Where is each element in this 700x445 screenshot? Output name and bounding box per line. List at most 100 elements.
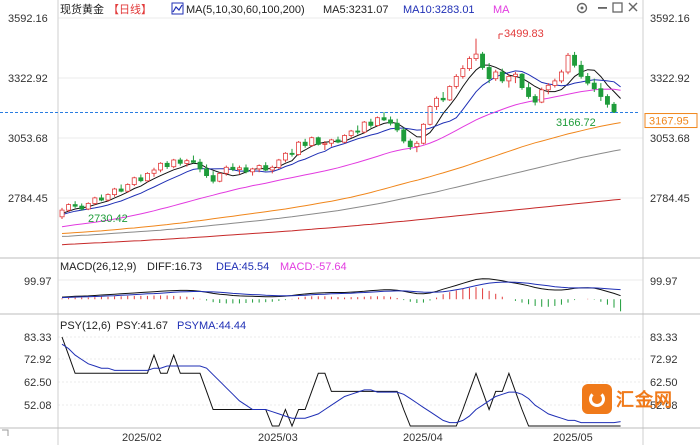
moving-average-lines xyxy=(61,64,621,246)
candle-body xyxy=(434,97,439,107)
candle-body xyxy=(250,168,255,173)
candle-body xyxy=(256,165,262,170)
candle-body xyxy=(506,76,512,82)
candle-body xyxy=(223,166,229,174)
candle-body xyxy=(184,160,190,164)
candle-body xyxy=(269,166,275,171)
candle-body xyxy=(171,159,177,168)
psy-y-tick-left-4: 52.08 xyxy=(24,400,52,412)
ma-line-ma30 xyxy=(61,88,621,228)
candle-body xyxy=(276,159,282,168)
last-low-label: 3166.72 xyxy=(556,117,596,129)
candle-body xyxy=(605,96,610,105)
candle-body xyxy=(296,141,301,155)
y-tick-right-2: 3322.92 xyxy=(650,73,690,85)
last-price-tag-text: 3167.95 xyxy=(649,116,689,128)
candle-body xyxy=(440,97,446,101)
candle-body xyxy=(328,139,334,144)
y-tick-right-4: 2784.45 xyxy=(650,193,690,205)
candle-body xyxy=(466,58,472,69)
candle-body xyxy=(427,106,433,125)
candle-body xyxy=(131,177,137,185)
psy-y-tick-right-1: 83.33 xyxy=(650,332,678,344)
candle-body xyxy=(177,159,183,164)
ma-line-ma200 xyxy=(61,198,621,246)
candle-body xyxy=(513,73,518,77)
candle-body xyxy=(394,122,400,131)
brand-logo-icon xyxy=(582,384,612,414)
gear-icon[interactable] xyxy=(576,2,588,14)
psy-line-psyma xyxy=(61,343,621,424)
candle-body xyxy=(105,194,111,201)
ma-line-ma5 xyxy=(61,64,621,214)
macd-y-tick-left: 99.97 xyxy=(24,276,52,288)
candle-body xyxy=(526,87,531,97)
x-label-feb: 2025/02 xyxy=(122,432,162,444)
candle-body xyxy=(204,168,209,176)
psy-y-tick-left-2: 72.92 xyxy=(24,354,52,366)
candle-body xyxy=(565,54,571,73)
minus-icon[interactable] xyxy=(598,7,607,9)
y-tick-left-2: 3322.92 xyxy=(8,73,48,85)
macd-title: MACD(26,12,9) xyxy=(60,261,136,273)
candle-body xyxy=(158,162,163,171)
candle-body xyxy=(368,121,374,126)
ma-line-ma60 xyxy=(61,122,621,234)
watermark-text: 汇金网 xyxy=(616,390,673,410)
candle-body xyxy=(236,167,242,171)
corner-resize-icon[interactable] xyxy=(2,429,9,436)
candle-body xyxy=(611,103,617,113)
ma-toggle-icon[interactable] xyxy=(171,2,184,15)
candle-body xyxy=(138,177,144,182)
candle-body xyxy=(263,165,269,171)
period-label[interactable]: 【日线】 xyxy=(108,2,152,16)
y-tick-left-4: 2784.45 xyxy=(8,193,48,205)
candle-body xyxy=(66,204,71,211)
psy-y-tick-left-3: 62.50 xyxy=(24,377,52,389)
macd-dif-value: DIFF:16.73 xyxy=(147,261,202,273)
last-price-tag xyxy=(644,113,698,129)
candle-body xyxy=(486,67,492,80)
candle-body xyxy=(407,140,413,148)
candle-body xyxy=(197,161,203,170)
candle-body xyxy=(342,135,347,143)
x-label-mar: 2025/03 xyxy=(258,432,298,444)
watermark: 汇金网 xyxy=(582,384,673,414)
candle-body xyxy=(112,188,117,195)
min-price-label: 2730.42 xyxy=(88,213,128,225)
psy-value: PSY:41.67 xyxy=(116,320,168,332)
candle-body xyxy=(381,117,387,121)
candle-body xyxy=(420,123,426,144)
ma10-value: MA10:3283.01 xyxy=(403,4,475,16)
candle-body xyxy=(335,139,341,143)
psy-y-tick-left-1: 83.33 xyxy=(24,332,52,344)
expand-icon[interactable] xyxy=(612,2,623,13)
candle-body xyxy=(578,64,584,77)
y-tick-right-1: 3592.16 xyxy=(650,13,690,25)
candle-body xyxy=(322,142,328,145)
candle-body xyxy=(302,141,308,146)
psy-line-psy xyxy=(61,336,621,428)
y-tick-left-3: 3053.68 xyxy=(8,133,48,145)
candle-body xyxy=(585,76,591,84)
psy-title: PSY(12,6) xyxy=(60,320,111,332)
candle-body xyxy=(361,121,367,133)
candle-body xyxy=(355,130,361,133)
candle-body xyxy=(519,73,525,88)
candle-body xyxy=(480,53,485,68)
candle-body xyxy=(348,130,354,136)
candle-body xyxy=(388,119,393,124)
candle-body xyxy=(598,88,604,97)
candle-body xyxy=(99,197,104,201)
psy-y-tick-right-2: 72.92 xyxy=(650,354,678,366)
close-icon[interactable] xyxy=(628,2,638,12)
grid-lines xyxy=(58,17,643,406)
candle-body xyxy=(460,68,466,77)
candle-body xyxy=(309,137,315,146)
candle-body xyxy=(190,160,196,163)
candle-body xyxy=(210,175,216,182)
candle-body xyxy=(315,137,321,145)
candle-body xyxy=(552,80,558,86)
psy-panel xyxy=(61,336,621,428)
